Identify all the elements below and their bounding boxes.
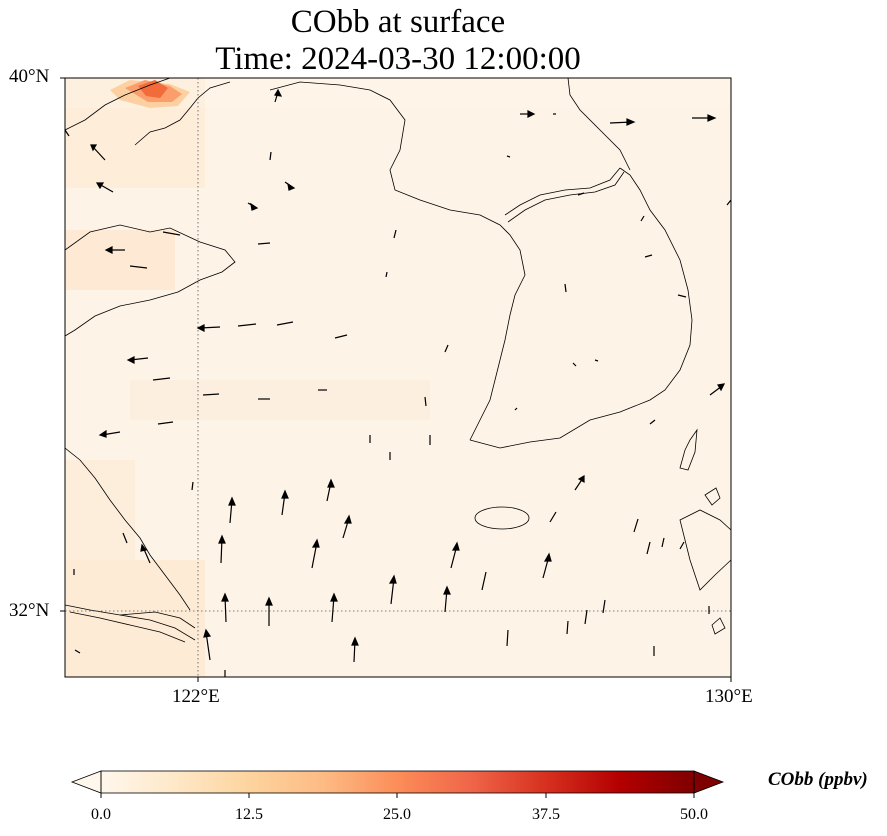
axis-ticks xyxy=(60,77,732,682)
gridlines xyxy=(65,78,731,677)
cobb-hotspot xyxy=(110,80,190,108)
colorbar-tick-label: 12.5 xyxy=(235,806,263,823)
wind-vectors xyxy=(65,88,731,677)
cobb-field xyxy=(65,78,731,677)
colorbar xyxy=(70,770,725,798)
colorbar-tick-label: 25.0 xyxy=(383,806,411,823)
colorbar-tick-label: 37.5 xyxy=(532,806,560,823)
map-time-subtitle: Time: 2024-03-30 12:00:00 xyxy=(215,41,581,77)
map-title: CObb at surface xyxy=(290,4,506,40)
lon-label-130e: 130°E xyxy=(705,686,753,707)
lat-label-40n: 40°N xyxy=(9,66,50,87)
colorbar-label: CObb (ppbv) xyxy=(768,769,868,790)
colorbar-tick-label: 0.0 xyxy=(91,806,111,823)
lon-label-122e: 122°E xyxy=(172,686,220,707)
colorbar-min-extend xyxy=(70,770,102,794)
map-frame xyxy=(64,77,732,678)
colorbar-gradient xyxy=(101,771,694,793)
colorbar-max-extend xyxy=(693,770,725,794)
coastlines xyxy=(65,78,731,643)
colorbar-tick-label: 50.0 xyxy=(680,806,708,823)
lat-label-32n: 32°N xyxy=(9,600,50,621)
